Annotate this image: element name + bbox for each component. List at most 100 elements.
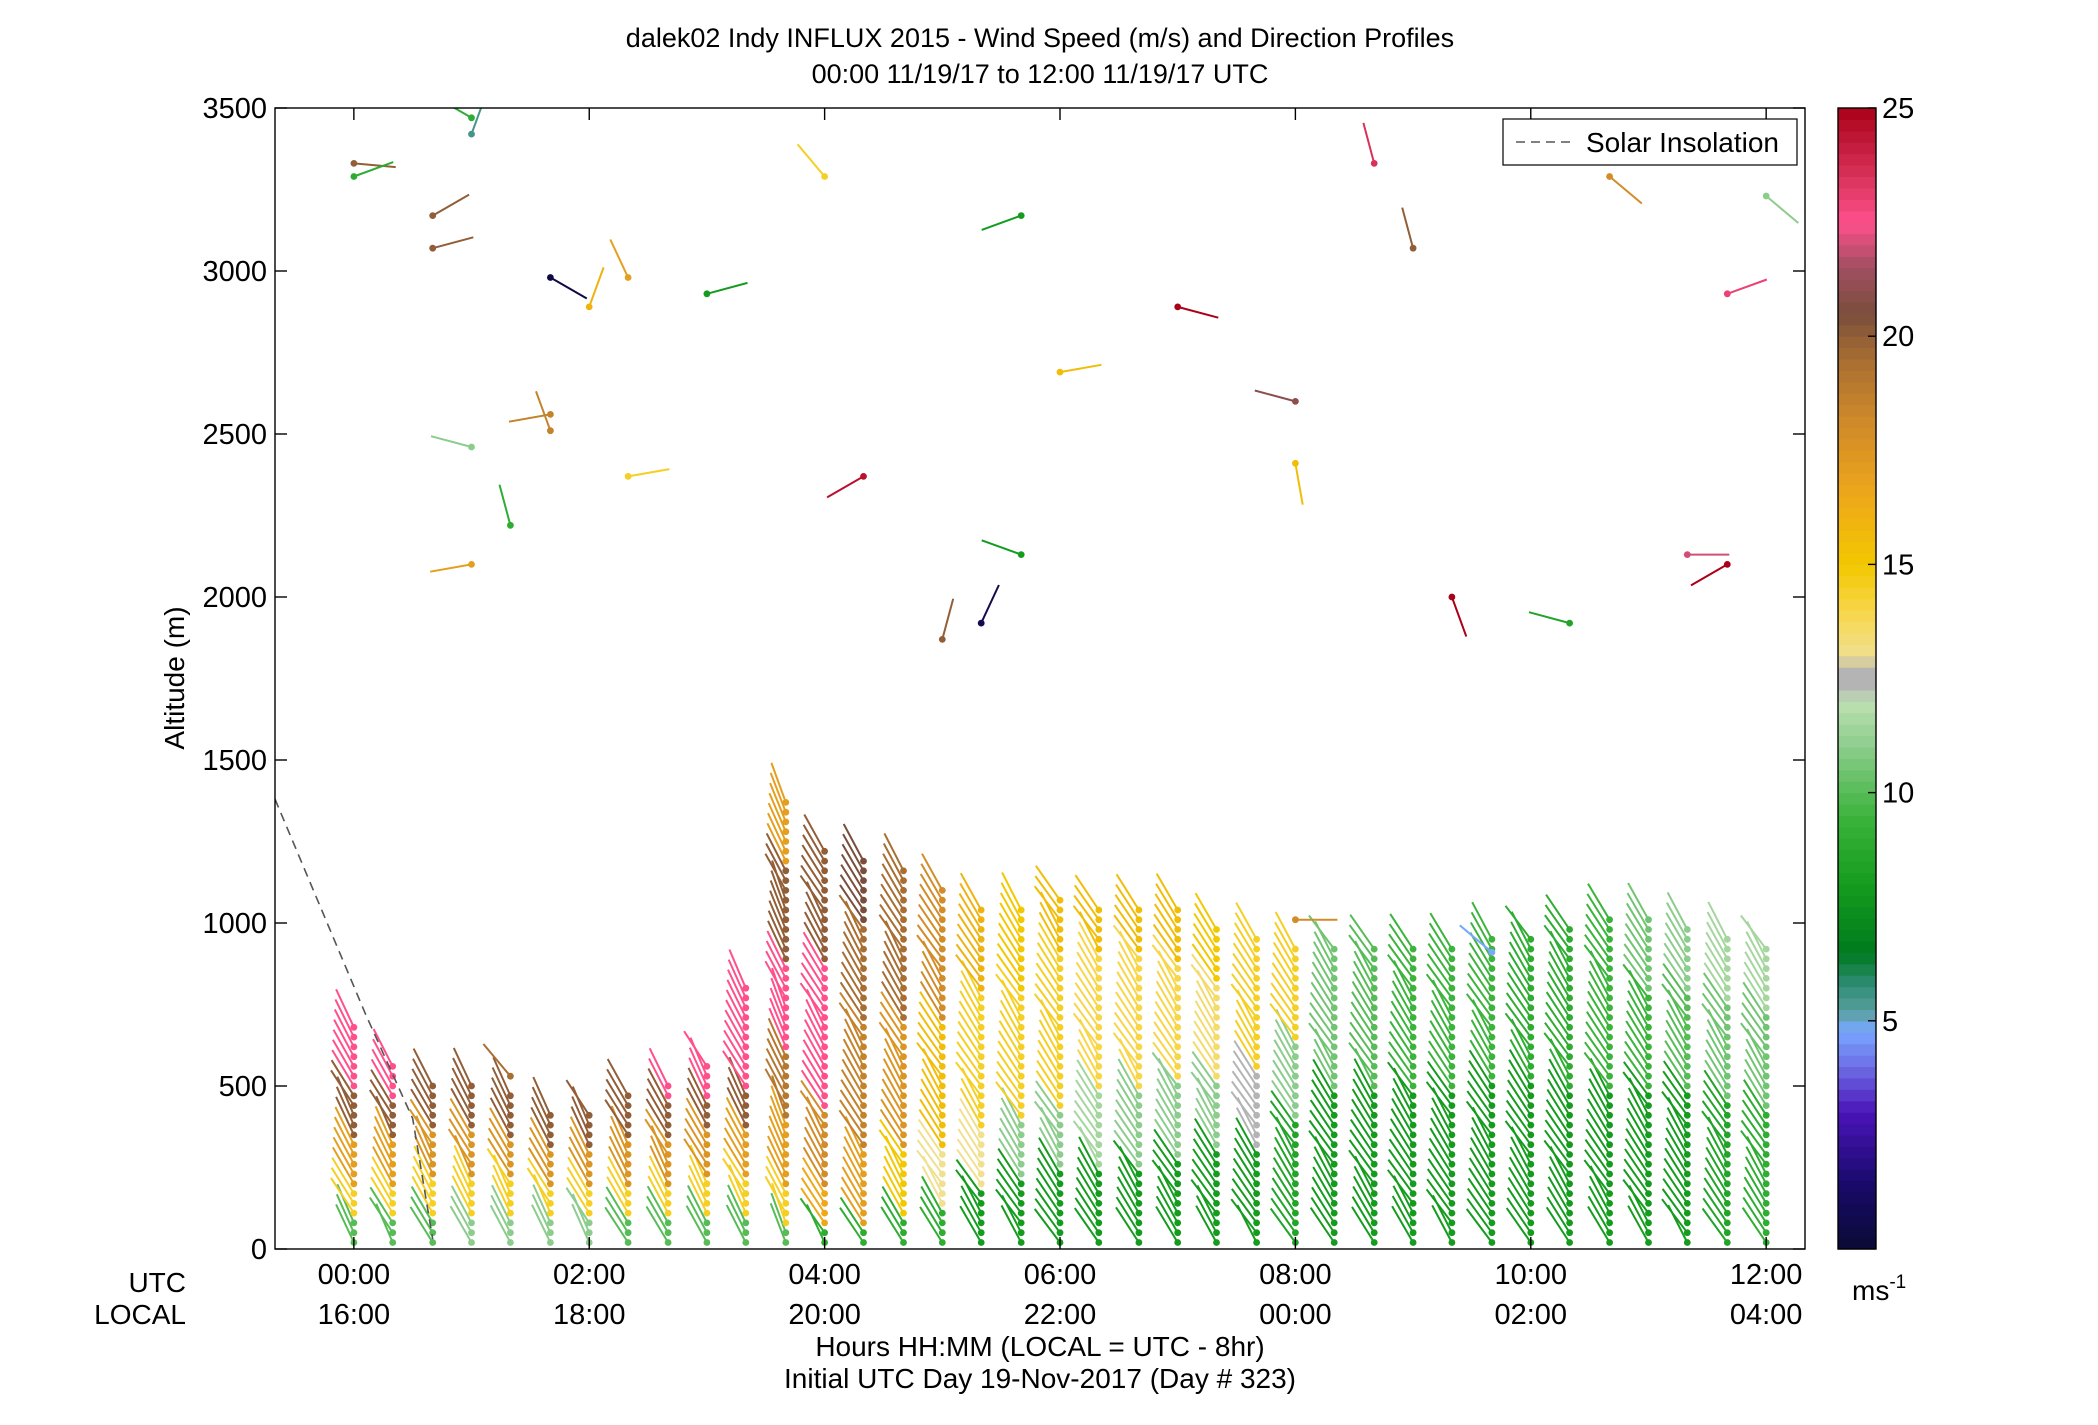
barb-p24-stick [1273,931,1297,970]
barb-p25-dot [1330,1209,1338,1217]
barb-p21-stick [1156,970,1179,1009]
barb-p21-dot [1174,1072,1182,1080]
barb-p16-stick [955,1051,983,1087]
barb-p10-dot [742,1200,750,1207]
barb-p22-dot [1213,1072,1220,1080]
barb-p29-dot [1488,1004,1496,1012]
barb-p33-stick [1627,1205,1650,1243]
barb-p26-dot [1370,1004,1378,1012]
barb-p33-stick [1623,943,1650,979]
barb-p32-dot [1606,1043,1613,1051]
barb-p25-stick [1313,1048,1336,1087]
barb-p12-dot [821,935,828,943]
barb-p16-dot [977,1023,985,1031]
barb-p24-stick [1269,1100,1297,1136]
barb-p12-stick [799,1090,826,1126]
barb-p27-dot [1409,1082,1417,1090]
barb-p30-stick [1508,1156,1532,1195]
barb-iso-25-stick [1254,389,1296,403]
barb-p12-dot [821,965,828,972]
barb-p2-dot [429,1102,437,1109]
barb-p26-stick [1351,1196,1376,1234]
barb-p11-stick [771,860,787,901]
barb-p15-stick [917,1011,944,1048]
barb-p11-stick [767,1027,787,1067]
barb-p16-dot [977,1151,985,1158]
barb-p26-dot [1370,965,1378,972]
barb-p22-stick [1192,1138,1218,1175]
barb-p9-stick [686,1087,708,1126]
barb-p26-dot [1370,984,1378,992]
x-tick-label-local: 00:00 [1259,1299,1332,1331]
barb-p10-dot [742,1151,750,1158]
barb-p35-stick [1706,921,1729,960]
barb-p12-dot [821,1180,828,1188]
barb-p30-stick [1504,905,1532,940]
colorbar-band [1838,712,1876,725]
barb-p27-stick [1391,1195,1414,1234]
barb-p5-dot [547,1170,554,1178]
barb-p28-dot [1448,1004,1456,1012]
barb-p34-stick [1665,1019,1689,1058]
barb-p24-dot [1292,1014,1299,1021]
barb-p14-stick [882,1058,905,1097]
barb-p10-dot [742,1082,750,1090]
colorbar-band [1838,986,1876,999]
barb-p14-dot [900,935,907,943]
barb-p21-stick [1155,1205,1179,1244]
barb-p22-dot [1213,1014,1220,1021]
barb-p20-stick [1113,914,1140,950]
barb-p26-dot [1370,1170,1378,1178]
barb-p32-stick [1585,1128,1611,1165]
barb-p4-dot [507,1170,514,1178]
barb-p19-dot [1095,955,1103,963]
barb-iso-12-dot [585,303,593,311]
barb-p17-stick [1000,882,1023,921]
barb-p32-dot [1606,1082,1613,1090]
y-tick-label: 3500 [202,93,267,125]
barb-p19-stick [1073,1099,1100,1136]
barb-p31-stick [1548,1058,1571,1097]
barb-p7-dot [624,1190,632,1197]
barb-p18-stick [1038,1029,1061,1067]
barb-p12-dot [821,1151,828,1158]
barb-p7-dot [624,1170,632,1178]
barb-p17-stick [998,1127,1023,1165]
barb-p17-stick [997,1148,1023,1185]
barb-p22-dot [1213,945,1220,953]
barb-p33-dot [1645,1229,1652,1237]
barb-p24-stick [1269,1207,1297,1244]
barb-p29-dot [1488,955,1496,963]
barb-p30-stick [1507,1187,1532,1224]
barb-p3-dot [468,1121,475,1129]
barb-p36-dot [1762,1209,1770,1217]
colorbar-band [1838,222,1876,235]
barb-p18-stick [1035,962,1061,999]
barb-p34-dot [1683,1131,1691,1139]
barb-p14-stick [882,1068,905,1107]
barb-p19-dot [1095,1092,1103,1100]
barb-p35-stick [1703,962,1729,999]
barb-p1-dot [389,1190,397,1197]
barb-p29-stick [1467,1070,1493,1107]
barb-p7-stick [605,1186,629,1224]
barb-p8-dot [664,1111,672,1119]
colorbar-band [1838,861,1876,874]
barb-p19-stick [1077,1146,1100,1185]
barb-p11-dot [782,1111,790,1119]
barb-p2-dot [429,1190,437,1197]
barb-p24-dot [1292,1160,1299,1168]
barb-p18-stick [1035,1070,1061,1107]
barb-p9-stick [683,1138,708,1175]
barb-p12-stick [804,911,826,950]
colorbar-band [1838,176,1876,189]
barb-p16-dot [977,926,985,933]
barb-p33-stick [1622,1168,1650,1204]
barb-p22-dot [1213,1053,1220,1061]
barb-p24-stick [1273,1146,1297,1185]
barb-p1-dot [389,1229,397,1237]
barb-p19-dot [1095,1053,1103,1061]
barb-p33-stick [1627,882,1650,921]
barb-p25-stick [1311,1069,1336,1107]
